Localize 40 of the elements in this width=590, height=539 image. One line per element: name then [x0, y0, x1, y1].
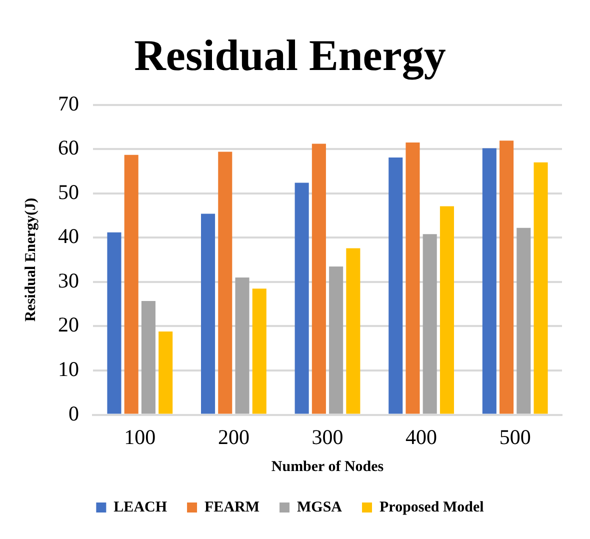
y-axis-title: Residual Energy(J)	[22, 198, 39, 322]
y-tick-label: 20	[58, 312, 79, 337]
x-tick-label: 100	[124, 424, 156, 449]
y-tick-label: 50	[58, 180, 79, 204]
x-tick-label: 200	[218, 424, 250, 449]
legend-label: LEACH	[114, 499, 168, 516]
bar	[440, 206, 454, 414]
bar	[388, 158, 403, 414]
bar	[252, 288, 266, 414]
y-tick-label: 0	[68, 401, 79, 426]
bar	[235, 278, 250, 414]
bar	[534, 162, 548, 414]
x-tick-label: 300	[312, 424, 344, 449]
bar	[294, 182, 309, 414]
y-tick-label: 40	[58, 224, 79, 248]
x-axis-title: Number of Nodes	[271, 458, 384, 475]
bar	[158, 332, 173, 414]
chart-title: Residual Energy	[134, 30, 446, 80]
bar	[124, 154, 138, 414]
legend-label: FEARM	[204, 499, 260, 516]
bar	[482, 148, 496, 414]
legend-label: Proposed Model	[380, 499, 484, 516]
bar	[346, 248, 360, 414]
x-tick-label: 500	[499, 424, 531, 449]
y-tick-label: 70	[58, 91, 79, 116]
bar	[201, 214, 216, 414]
bar	[500, 140, 514, 414]
bar	[218, 152, 232, 414]
legend-label: MGSA	[297, 499, 342, 516]
y-tick-label: 60	[58, 136, 79, 160]
bar	[107, 232, 122, 414]
x-tick-label: 400	[406, 424, 438, 449]
bar	[329, 266, 344, 414]
y-tick-label: 30	[58, 268, 79, 292]
bar	[312, 144, 326, 414]
y-tick-label: 10	[58, 357, 79, 382]
bar	[141, 300, 156, 414]
bar	[406, 142, 420, 414]
bar	[422, 234, 437, 414]
bar	[516, 228, 531, 414]
